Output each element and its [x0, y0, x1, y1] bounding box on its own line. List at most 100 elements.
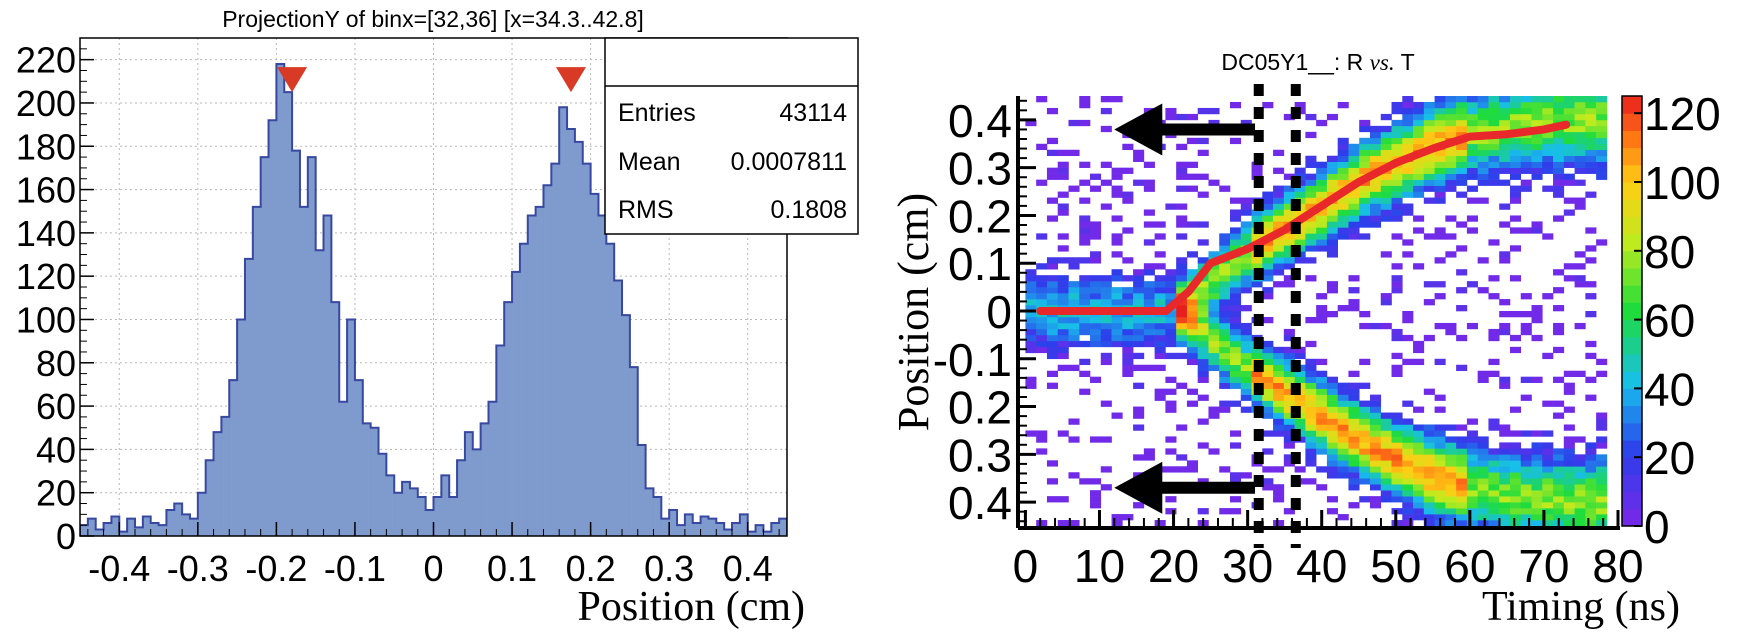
heatmap-cell — [1305, 239, 1317, 246]
heatmap-cell — [1391, 125, 1403, 133]
heatmap-cell — [1240, 119, 1252, 127]
heatmap-cell — [1542, 233, 1554, 240]
heatmap-cell — [1197, 364, 1209, 372]
heatmap-cell — [1326, 233, 1338, 240]
heatmap-cell — [1273, 239, 1285, 246]
heatmap-cell — [1585, 466, 1597, 473]
heatmap-cell — [1240, 382, 1252, 389]
heatmap-cell — [1262, 448, 1274, 455]
heatmap-cell — [1434, 137, 1446, 145]
heatmap-cell — [1068, 316, 1080, 324]
heatmap-cell — [1283, 263, 1295, 270]
heatmap-cell — [1563, 460, 1575, 467]
heatmap-cell — [1208, 364, 1220, 372]
heatmap-cell — [1316, 376, 1328, 383]
heatmap-cell — [1090, 221, 1102, 228]
heatmap-cell — [1585, 520, 1597, 526]
hist-bar — [150, 523, 159, 536]
heatmap-cell — [1337, 305, 1349, 312]
heatmap-cell — [1100, 287, 1112, 294]
heatmap-cell — [1596, 161, 1608, 168]
heatmap-cell — [1197, 293, 1209, 300]
heatmap-cell — [1348, 484, 1360, 491]
heatmap-cell — [1477, 257, 1489, 264]
heatmap-cell — [1456, 221, 1468, 228]
heatmap-cell — [1413, 143, 1425, 151]
heatmap-cell — [1553, 137, 1565, 145]
heatmap-cell — [1531, 448, 1543, 455]
heatmap-cell — [1499, 514, 1511, 521]
hist-bar — [574, 141, 584, 536]
heatmap-cell — [1273, 167, 1285, 174]
heatmap-cell — [1380, 215, 1392, 222]
heatmap-cell — [1531, 137, 1543, 145]
heatmap-cell — [1434, 406, 1446, 413]
heatmap-cell — [1273, 496, 1285, 503]
colorbar-segment — [1622, 388, 1642, 407]
heatmap-cell — [1520, 478, 1532, 485]
heatmap-cell — [1036, 328, 1048, 336]
hist-bar — [582, 163, 592, 536]
heatmap-cell — [1305, 436, 1317, 443]
heatmap-cell — [1574, 155, 1586, 162]
heatmap-cell — [1563, 155, 1575, 162]
heatmap-cell — [1316, 394, 1328, 401]
heatmap-cell — [1585, 293, 1597, 300]
hist-bar — [441, 475, 450, 536]
heatmap-cell — [1359, 430, 1371, 437]
heatmap-cell — [1079, 257, 1091, 264]
heatmap-cell — [1499, 442, 1511, 449]
heatmap-cell — [1326, 436, 1338, 443]
heatmap-cell — [1046, 215, 1059, 222]
heatmap-cell — [1434, 257, 1446, 264]
heatmap-cell — [1348, 209, 1360, 216]
heatmap-cell — [1262, 358, 1274, 366]
heatmap-cell — [1520, 227, 1532, 234]
heatmap-cell — [1413, 406, 1425, 413]
heatmap-cell — [1262, 209, 1274, 216]
heatmap-cell — [1273, 466, 1285, 473]
heatmap-cell — [1359, 460, 1371, 467]
heatmap-cell — [1369, 203, 1382, 210]
heatmap-cell — [1499, 484, 1511, 491]
heatmap-cell — [1380, 442, 1392, 449]
heatmap-x-tick-label: 60 — [1444, 540, 1495, 592]
heatmap-cell — [1456, 520, 1468, 526]
heatmap-cell — [1509, 161, 1522, 168]
heatmap-cell — [1079, 316, 1091, 324]
heatmap-cell — [1391, 119, 1403, 127]
heatmap-cell — [1574, 281, 1586, 288]
heatmap-cell — [1197, 334, 1209, 342]
heatmap-cell — [1423, 137, 1435, 145]
heatmap-cell — [1596, 502, 1608, 509]
heatmap-cell — [1262, 191, 1274, 198]
heatmap-cell — [1359, 448, 1371, 455]
heatmap-cell — [1273, 358, 1285, 366]
heatmap-cell — [1359, 322, 1371, 330]
heatmap-cell — [1122, 316, 1134, 324]
heatmap-cell — [1283, 334, 1295, 342]
heatmap-cell — [1402, 520, 1414, 526]
heatmap-cell — [1143, 299, 1155, 306]
heatmap-cell — [1337, 466, 1349, 473]
heatmap-cell — [1294, 466, 1306, 473]
hist-x-tick-label: 0.3 — [644, 548, 694, 589]
heatmap-cell — [1466, 96, 1478, 103]
heatmap-cell — [1445, 478, 1457, 485]
heatmap-cell — [1585, 143, 1597, 151]
heatmap-cell — [1262, 388, 1274, 395]
heatmap-cell — [1036, 340, 1048, 348]
heatmap-cell — [1036, 293, 1048, 300]
heatmap-cell — [1326, 155, 1338, 162]
heatmap-cell — [1585, 281, 1597, 288]
heatmap-cell — [1413, 125, 1425, 133]
hist-bar — [425, 510, 434, 536]
heatmap-cell — [1230, 245, 1242, 252]
heatmap-cell — [1337, 388, 1349, 395]
heatmap-cell — [1391, 466, 1403, 473]
heatmap-cell — [1445, 520, 1457, 526]
heatmap-cell — [1316, 358, 1328, 366]
heatmap-cell — [1456, 364, 1468, 372]
heatmap-cell — [1434, 125, 1446, 133]
heatmap-cell — [1413, 424, 1425, 431]
